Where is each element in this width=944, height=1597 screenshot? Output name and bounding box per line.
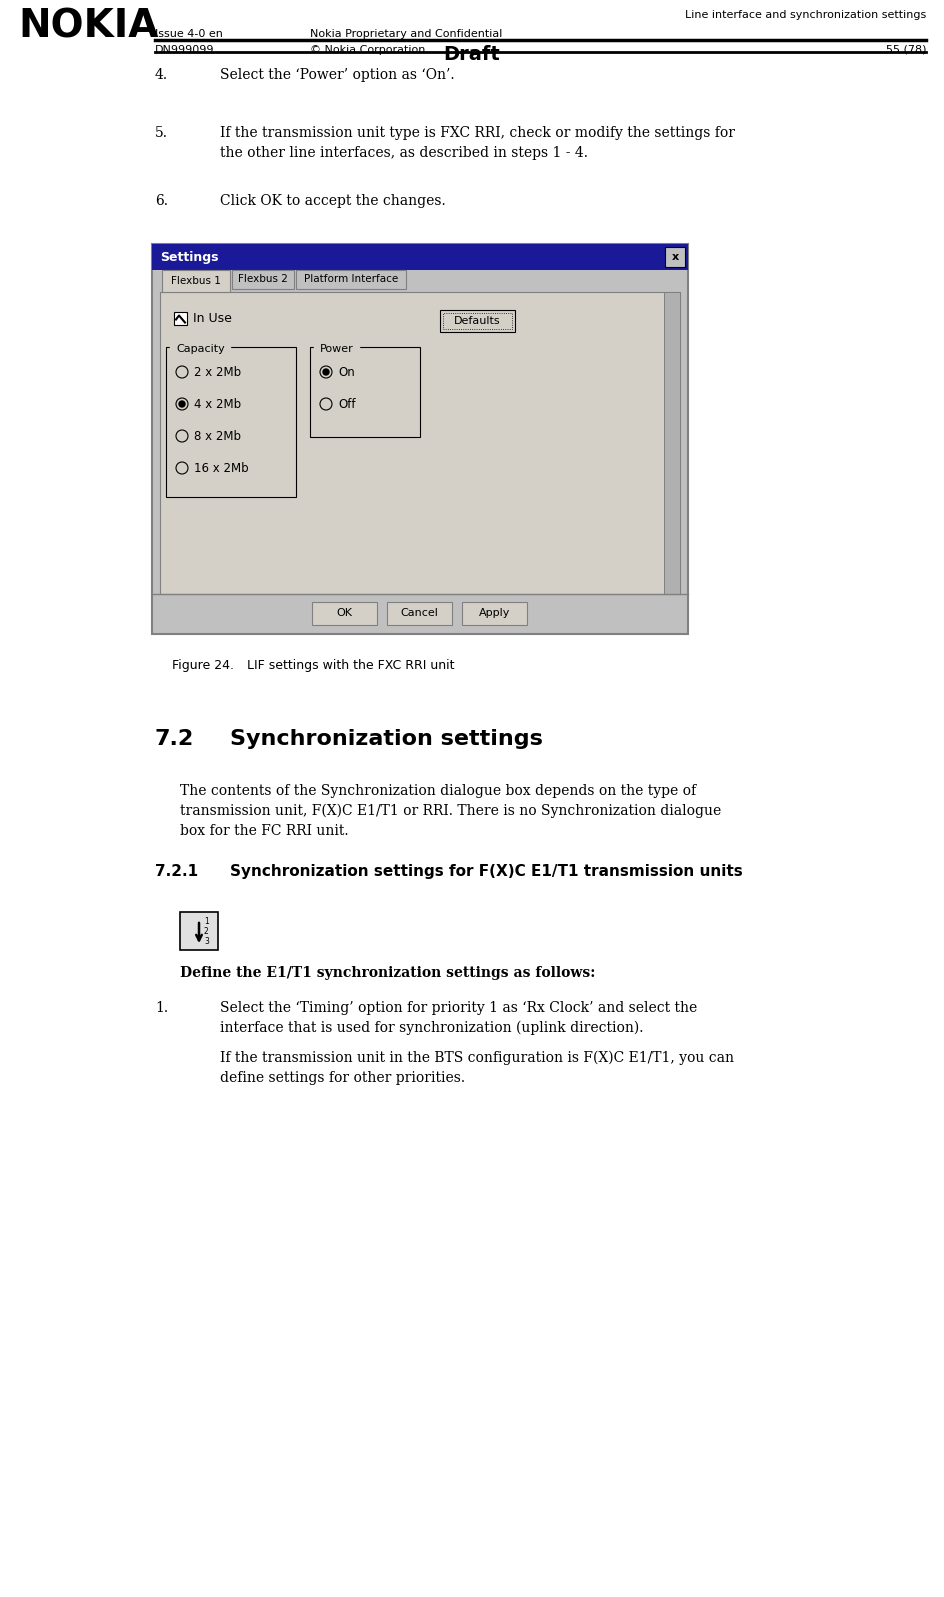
Text: LIF settings with the FXC RRI unit: LIF settings with the FXC RRI unit — [247, 660, 454, 672]
Bar — [152, 244, 688, 634]
Bar — [160, 292, 680, 594]
Text: 55 (78): 55 (78) — [885, 45, 926, 54]
Text: Settings: Settings — [160, 251, 218, 264]
Bar — [665, 248, 685, 267]
Text: define settings for other priorities.: define settings for other priorities. — [220, 1072, 465, 1084]
Text: If the transmission unit type is FXC RRI, check or modify the settings for: If the transmission unit type is FXC RRI… — [220, 126, 735, 141]
Text: Flexbus 2: Flexbus 2 — [238, 275, 288, 284]
Bar — [232, 270, 294, 289]
Bar — [162, 270, 230, 292]
Bar — [664, 292, 680, 594]
Text: 6.: 6. — [155, 193, 168, 208]
Text: DN999099: DN999099 — [155, 45, 214, 54]
Text: Synchronization settings: Synchronization settings — [230, 728, 543, 749]
Text: 16 x 2Mb: 16 x 2Mb — [194, 462, 248, 474]
Text: If the transmission unit in the BTS configuration is F(X)C E1/T1, you can: If the transmission unit in the BTS conf… — [220, 1051, 734, 1065]
Text: Figure 24.: Figure 24. — [172, 660, 234, 672]
Text: Click OK to accept the changes.: Click OK to accept the changes. — [220, 193, 446, 208]
Bar — [440, 310, 515, 332]
Text: 8 x 2Mb: 8 x 2Mb — [194, 430, 241, 442]
Text: Select the ‘Timing’ option for priority 1 as ‘Rx Clock’ and select the: Select the ‘Timing’ option for priority … — [220, 1001, 698, 1016]
Text: the other line interfaces, as described in steps 1 - 4.: the other line interfaces, as described … — [220, 145, 588, 160]
Bar — [387, 602, 452, 624]
Text: Nokia Proprietary and Confidential: Nokia Proprietary and Confidential — [310, 29, 502, 38]
Circle shape — [320, 398, 332, 410]
Text: Platform Interface: Platform Interface — [304, 275, 398, 284]
Bar — [310, 347, 420, 438]
Bar — [462, 602, 527, 624]
Text: Defaults: Defaults — [454, 316, 501, 326]
Circle shape — [320, 366, 332, 378]
Circle shape — [176, 366, 188, 378]
Text: OK: OK — [336, 608, 352, 618]
Text: interface that is used for synchronization (uplink direction).: interface that is used for synchronizati… — [220, 1020, 644, 1035]
Text: 2 x 2Mb: 2 x 2Mb — [194, 366, 241, 378]
Text: transmission unit, F(X)C E1/T1 or RRI. There is no Synchronization dialogue: transmission unit, F(X)C E1/T1 or RRI. T… — [180, 803, 721, 818]
Text: 1: 1 — [204, 918, 209, 926]
Circle shape — [176, 398, 188, 410]
Text: 5.: 5. — [155, 126, 168, 141]
Text: 4.: 4. — [155, 69, 168, 81]
Text: box for the FC RRI unit.: box for the FC RRI unit. — [180, 824, 348, 838]
Bar — [443, 313, 512, 329]
Text: © Nokia Corporation: © Nokia Corporation — [310, 45, 426, 54]
Text: Line interface and synchronization settings: Line interface and synchronization setti… — [684, 10, 926, 21]
Circle shape — [179, 401, 185, 407]
Text: 7.2.1: 7.2.1 — [155, 864, 198, 878]
Text: On: On — [338, 366, 355, 378]
Bar — [312, 602, 377, 624]
Bar — [152, 244, 688, 270]
Text: Define the E1/T1 synchronization settings as follows:: Define the E1/T1 synchronization setting… — [180, 966, 596, 981]
Bar — [180, 912, 218, 950]
Text: x: x — [671, 252, 679, 262]
Text: Flexbus 1: Flexbus 1 — [171, 276, 221, 286]
Bar — [166, 347, 296, 497]
Text: 3: 3 — [204, 937, 209, 947]
Text: 2: 2 — [204, 928, 209, 936]
Bar — [174, 311, 187, 326]
Text: 1.: 1. — [155, 1001, 168, 1016]
Text: Synchronization settings for F(X)C E1/T1 transmission units: Synchronization settings for F(X)C E1/T1… — [230, 864, 743, 878]
Text: NOKIA: NOKIA — [18, 8, 159, 46]
Text: 7.2: 7.2 — [155, 728, 194, 749]
Text: Capacity: Capacity — [176, 343, 225, 355]
Text: Issue 4-0 en: Issue 4-0 en — [155, 29, 223, 38]
Text: Apply: Apply — [479, 608, 510, 618]
Text: Draft: Draft — [444, 45, 500, 64]
Text: 4 x 2Mb: 4 x 2Mb — [194, 398, 241, 410]
Circle shape — [323, 369, 329, 375]
Text: In Use: In Use — [193, 311, 232, 326]
Bar — [296, 270, 406, 289]
Text: Select the ‘Power’ option as ‘On’.: Select the ‘Power’ option as ‘On’. — [220, 69, 455, 81]
Text: The contents of the Synchronization dialogue box depends on the type of: The contents of the Synchronization dial… — [180, 784, 696, 798]
Circle shape — [176, 430, 188, 442]
Circle shape — [176, 462, 188, 474]
Text: Cancel: Cancel — [400, 608, 438, 618]
Text: Off: Off — [338, 398, 356, 410]
Text: Power: Power — [320, 343, 354, 355]
